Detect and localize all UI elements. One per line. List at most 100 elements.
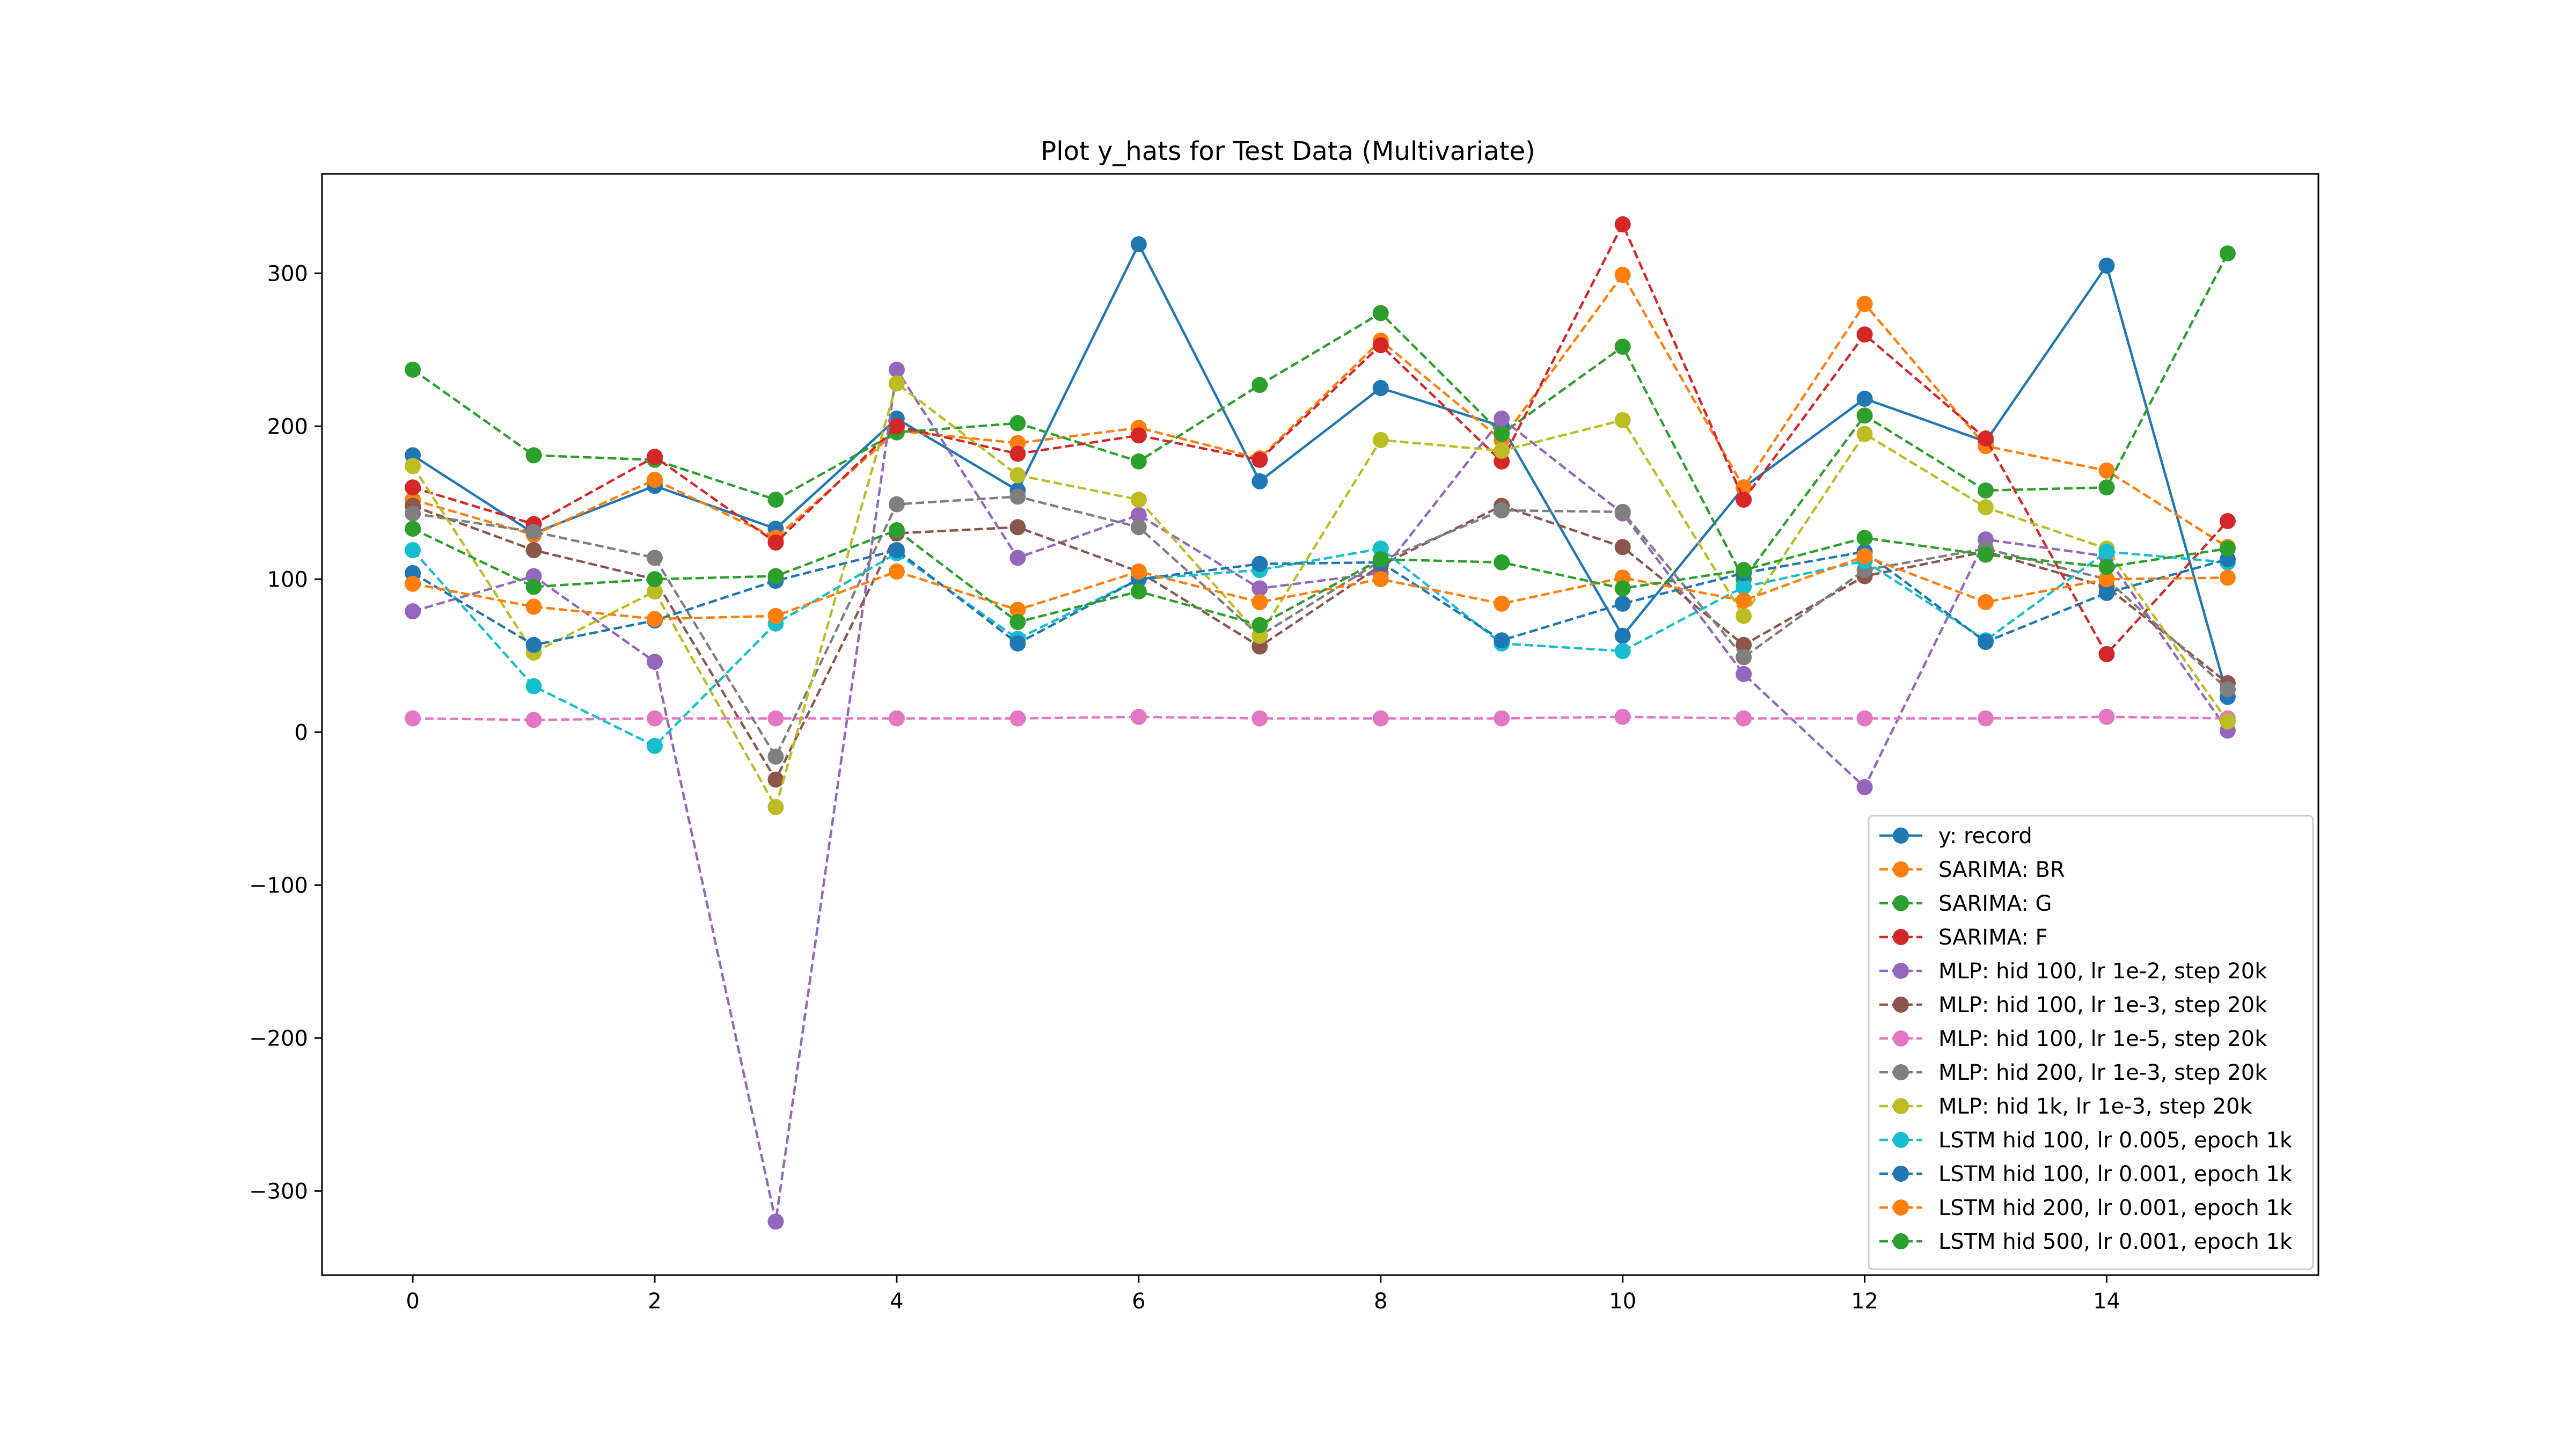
data-point [1494, 595, 1510, 612]
data-point [1130, 583, 1147, 600]
data-point [767, 771, 784, 788]
legend-marker-swatch [1893, 1098, 1909, 1114]
x-tick-label: 6 [1132, 1289, 1145, 1314]
data-point [1614, 412, 1631, 428]
data-point [767, 710, 784, 727]
data-point [1978, 634, 1994, 650]
y-axis: −300 −200 −100 0 100 200 300 [249, 261, 322, 1204]
data-point [1372, 380, 1389, 396]
data-point [647, 449, 663, 465]
data-point [1978, 499, 1994, 516]
legend-item: LSTM hid 100, lr 0.001, epoch 1k [1879, 1162, 2293, 1187]
data-point [1614, 503, 1631, 520]
data-point [1856, 779, 1873, 795]
legend-item: y: record [1879, 824, 2032, 848]
series-line [412, 243, 2229, 698]
data-point [2219, 540, 2236, 557]
data-point [525, 636, 542, 653]
data-point [1009, 635, 1026, 652]
data-point [1494, 554, 1510, 570]
data-point [1130, 564, 1147, 580]
axes-frame [321, 173, 2319, 1276]
data-point [1372, 431, 1389, 448]
data-point [2098, 584, 2115, 601]
data-point [1614, 708, 1631, 725]
y-tick-label: −300 [249, 1179, 308, 1204]
data-point [1978, 710, 1994, 727]
data-point [1130, 427, 1147, 444]
data-point [2219, 245, 2236, 262]
legend-item: SARIMA: G [1879, 891, 2052, 916]
legend-marker-swatch [1893, 895, 1909, 911]
data-point [2098, 479, 2115, 496]
legend-item: SARIMA: F [1879, 925, 2047, 950]
data-point [1252, 451, 1268, 468]
data-point [888, 522, 905, 539]
series-line [412, 555, 2228, 620]
legend-label: LSTM hid 500, lr 0.001, epoch 1k [1938, 1230, 2293, 1254]
data-point [1978, 482, 1994, 499]
legend-marker-swatch [1893, 1233, 1909, 1249]
data-point [405, 479, 421, 496]
data-point [1252, 594, 1268, 610]
data-point [405, 521, 421, 537]
legend-label: LSTM hid 100, lr 0.005, epoch 1k [1938, 1128, 2293, 1153]
data-point [888, 496, 905, 513]
data-point [1372, 305, 1389, 321]
data-point [1614, 339, 1631, 355]
legend-box [1868, 815, 2314, 1270]
chart-title: Plot y_hats for Test Data (Multivariate) [1041, 136, 1535, 166]
data-point [525, 542, 542, 559]
data-point [1130, 708, 1147, 725]
data-point [1494, 426, 1510, 442]
data-point [1736, 665, 1752, 682]
data-point [525, 523, 542, 540]
data-point [1856, 296, 1873, 312]
data-point [405, 505, 421, 522]
data-point [767, 568, 784, 584]
data-point [1494, 632, 1510, 649]
data-point [2098, 543, 2115, 560]
legend-label: MLP: hid 1k, lr 1e-3, step 20k [1938, 1094, 2253, 1119]
data-point [1009, 467, 1026, 484]
series-line [413, 715, 2228, 721]
data-point [767, 492, 784, 508]
data-point [888, 361, 905, 378]
series-line [412, 495, 2229, 758]
data-point [1736, 710, 1752, 727]
data-point [1009, 614, 1026, 631]
data-point [1856, 548, 1873, 565]
data-point [1494, 502, 1510, 518]
data-point [525, 678, 542, 694]
data-point [1252, 617, 1268, 633]
data-point [1614, 595, 1631, 612]
data-point [1372, 710, 1389, 727]
series-line [412, 223, 2229, 656]
data-point [1130, 507, 1147, 523]
legend-marker-swatch [1893, 828, 1909, 844]
x-tick-label: 10 [1609, 1289, 1636, 1314]
data-point [1856, 326, 1873, 343]
data-point [1614, 216, 1631, 233]
data-point [888, 375, 905, 392]
data-point [1614, 267, 1631, 283]
legend-marker-swatch [1893, 1064, 1909, 1080]
legend-marker-swatch [1893, 997, 1909, 1013]
data-point [1372, 571, 1389, 588]
data-point [1009, 602, 1026, 618]
data-point [1856, 530, 1873, 546]
y-tick-label: 300 [267, 261, 308, 286]
legend-label: SARIMA: BR [1938, 858, 2065, 882]
legend-item: LSTM hid 200, lr 0.001, epoch 1k [1879, 1196, 2293, 1220]
series-8 [405, 375, 2236, 815]
data-point [767, 534, 784, 551]
data-point [1614, 643, 1631, 660]
legend-item: MLP: hid 100, lr 1e-2, step 20k [1879, 959, 2267, 984]
legend-label: SARIMA: F [1938, 925, 2047, 950]
data-point [525, 579, 542, 595]
legend-label: MLP: hid 100, lr 1e-3, step 20k [1938, 993, 2267, 1018]
y-tick-label: 100 [267, 567, 308, 592]
legend-item: MLP: hid 200, lr 1e-3, step 20k [1879, 1060, 2267, 1085]
data-point [525, 598, 542, 615]
